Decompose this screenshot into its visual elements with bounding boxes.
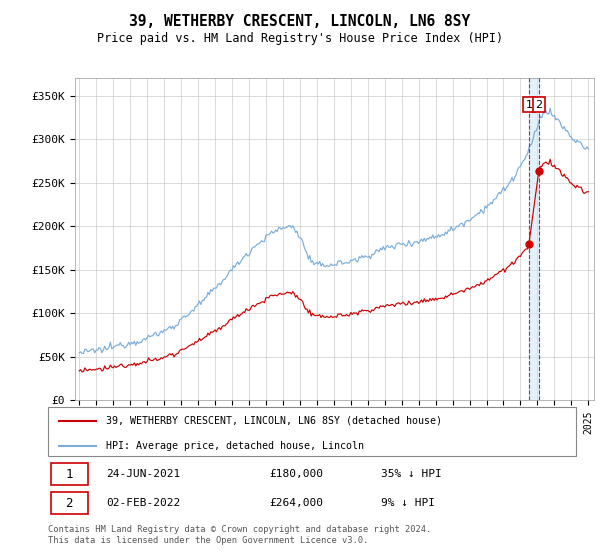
Text: Price paid vs. HM Land Registry's House Price Index (HPI): Price paid vs. HM Land Registry's House … (97, 32, 503, 45)
Text: £264,000: £264,000 (270, 498, 324, 508)
FancyBboxPatch shape (50, 464, 88, 484)
Point (524, 239, 534, 248)
Point (534, 166, 544, 175)
Text: 2: 2 (535, 100, 542, 110)
FancyBboxPatch shape (48, 407, 576, 456)
FancyBboxPatch shape (50, 492, 88, 514)
Text: 35% ↓ HPI: 35% ↓ HPI (380, 469, 442, 479)
Text: 1: 1 (65, 468, 73, 480)
Text: 9% ↓ HPI: 9% ↓ HPI (380, 498, 434, 508)
Text: 24-JUN-2021: 24-JUN-2021 (106, 469, 181, 479)
Text: £180,000: £180,000 (270, 469, 324, 479)
Text: HPI: Average price, detached house, Lincoln: HPI: Average price, detached house, Linc… (106, 441, 364, 451)
Text: 39, WETHERBY CRESCENT, LINCOLN, LN6 8SY: 39, WETHERBY CRESCENT, LINCOLN, LN6 8SY (130, 14, 470, 29)
Text: 1: 1 (526, 100, 532, 110)
Text: 39, WETHERBY CRESCENT, LINCOLN, LN6 8SY (detached house): 39, WETHERBY CRESCENT, LINCOLN, LN6 8SY … (106, 416, 442, 426)
Text: 2: 2 (65, 497, 73, 510)
Text: 02-FEB-2022: 02-FEB-2022 (106, 498, 181, 508)
Bar (529, 78, 539, 400)
Text: Contains HM Land Registry data © Crown copyright and database right 2024.
This d: Contains HM Land Registry data © Crown c… (48, 525, 431, 545)
